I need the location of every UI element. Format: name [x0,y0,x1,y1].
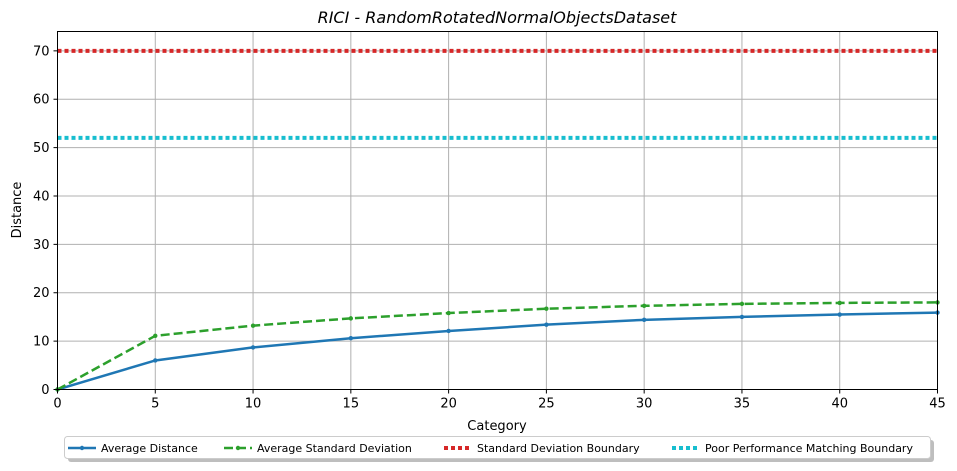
x-tick-label: 40 [831,397,848,412]
data-point [250,345,256,350]
x-tick-label: 25 [538,397,555,412]
data-point [348,316,354,321]
x-tick-label: 10 [245,397,262,412]
y-tick-label: 30 [33,238,50,253]
data-point [348,336,354,341]
y-tick-label: 40 [33,189,50,204]
grid [57,31,938,390]
legend-label: Standard Deviation Boundary [477,442,640,455]
data-point [641,317,647,323]
data-point [153,333,158,338]
x-tick-label: 5 [151,397,159,412]
series-1 [55,300,940,392]
plot-frame [57,31,938,390]
legend-label: Average Distance [101,442,198,455]
legend-marker [235,445,241,451]
y-axis: 0 10 20 30 40 50 60 70 [33,44,58,398]
legend-item: Average Distance [68,442,198,455]
data-point [250,323,256,328]
y-axis-label: Distance [10,182,25,239]
legend-label: Poor Performance Matching Boundary [705,442,913,455]
y-tick-label: 20 [33,286,50,301]
x-tick-label: 30 [636,397,653,412]
legend-item: Poor Performance Matching Boundary [672,442,913,455]
series-line [56,301,938,391]
legend-marker [79,445,85,451]
legend: Average Distance Average Standard Deviati… [64,436,934,462]
y-tick-label: 0 [41,383,49,398]
y-tick-label: 70 [33,44,50,59]
data-point [544,322,549,327]
data-point [446,310,451,316]
data-point [641,303,647,309]
series-layer [55,48,940,392]
legend-label: Average Standard Deviation [257,442,412,455]
legend-item: Average Standard Deviation [224,442,412,455]
series-0 [55,310,940,392]
data-point [544,306,549,311]
x-tick-label: 35 [734,397,751,412]
series-line [57,311,938,391]
data-point [739,314,745,320]
x-tick-label: 0 [53,397,61,412]
chart-title: RICI - RandomRotatedNormalObjectsDataset [318,8,678,27]
x-tick-label: 15 [343,397,360,412]
x-tick-label: 20 [440,397,457,412]
x-tick-label: 45 [929,397,946,412]
y-tick-label: 60 [33,93,50,108]
data-point [153,358,158,363]
data-point [739,301,745,307]
data-point [837,300,842,306]
data-point [837,312,842,317]
x-axis-label: Category [467,419,527,434]
y-tick-label: 50 [33,141,50,156]
x-axis: 0 5 10 15 20 25 30 35 40 45 [53,389,946,412]
legend-item: Standard Deviation Boundary [444,442,640,455]
data-point [446,328,451,334]
y-tick-label: 10 [33,335,50,350]
